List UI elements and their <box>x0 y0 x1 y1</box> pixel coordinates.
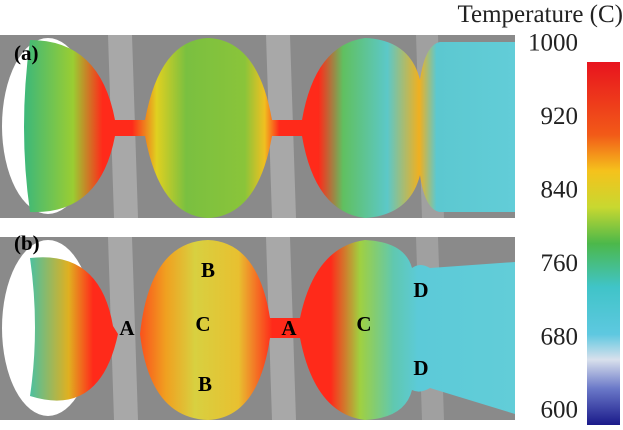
figure: Temperature (C) (a) (b) 1000 920 840 760 680… <box>0 0 623 430</box>
colorbar-tick-label: 600 <box>541 397 579 424</box>
annotation: B <box>198 372 212 396</box>
annotation: A <box>281 316 297 340</box>
annotation: C <box>356 312 371 336</box>
colorbar-tick-label: 680 <box>541 323 579 350</box>
panel-b <box>0 237 515 420</box>
colorbar-tick-label: 1000 <box>528 30 578 57</box>
colorbar-tick-label: 840 <box>541 177 579 204</box>
annotation: B <box>201 258 215 282</box>
colorbar-tick-label: 760 <box>541 250 579 277</box>
annotation: A <box>119 316 135 340</box>
colorbar <box>587 62 620 425</box>
panel-label: (b) <box>14 231 40 255</box>
annotation: C <box>195 312 210 336</box>
annotation: D <box>413 356 428 380</box>
panel-label: (a) <box>14 41 39 65</box>
annotation: D <box>413 278 428 302</box>
panel-a <box>0 35 515 218</box>
colorbar-title: Temperature (C) <box>457 1 623 28</box>
colorbar-tick-label: 920 <box>541 103 579 130</box>
